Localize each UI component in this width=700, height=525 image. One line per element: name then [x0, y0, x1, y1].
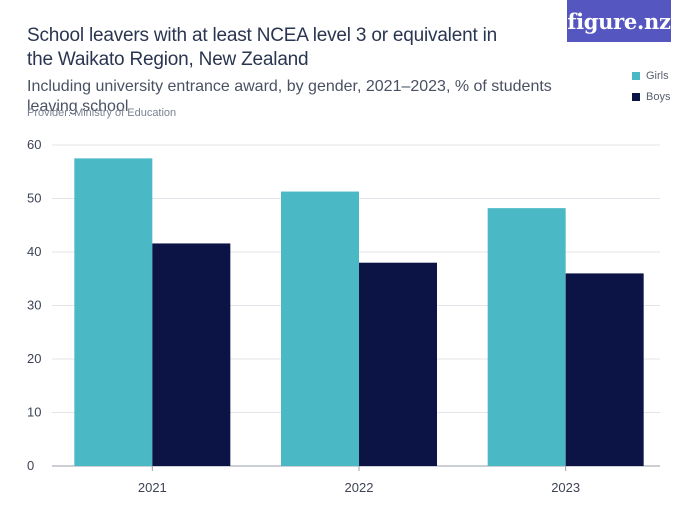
y-tick-label: 10 [27, 405, 41, 420]
y-tick-label: 30 [27, 298, 41, 313]
figure-nz-logo[interactable]: figure.nz [567, 0, 671, 42]
legend-label-girls: Girls [646, 69, 669, 82]
bars [74, 158, 644, 467]
bar-girls-2022[interactable] [281, 191, 359, 467]
data-provider: Provider: Ministry of Education [27, 107, 177, 119]
legend-swatch-boys [632, 92, 640, 101]
bar-boys-2021[interactable] [152, 243, 231, 466]
bar-girls-2023[interactable] [487, 208, 566, 466]
y-tick-label: 60 [27, 137, 41, 152]
bar-boys-2022[interactable] [359, 262, 437, 466]
legend-label-boys: Boys [646, 90, 671, 103]
chart-title: School leavers with at least NCEA level … [27, 25, 497, 70]
bar-boys-2023[interactable] [565, 273, 644, 466]
x-tick-label: 2021 [138, 480, 167, 495]
legend: Girls Boys [632, 69, 670, 111]
x-tick-label: 2022 [345, 480, 374, 495]
y-tick-label: 0 [27, 458, 34, 473]
chart-subtitle: Including university entrance award, by … [27, 78, 552, 115]
x-tick-label: 2023 [551, 480, 580, 495]
y-tick-label: 20 [27, 351, 41, 366]
y-tick-label: 40 [27, 244, 41, 259]
legend-swatch-girls [632, 71, 640, 80]
bar-girls-2021[interactable] [74, 158, 153, 466]
y-tick-label: 50 [27, 191, 41, 206]
legend-item-boys: Boys [632, 90, 670, 103]
legend-item-girls: Girls [632, 69, 670, 82]
axis-labels: 0 10 20 30 40 50 60 2021 2022 2023 [27, 137, 580, 495]
